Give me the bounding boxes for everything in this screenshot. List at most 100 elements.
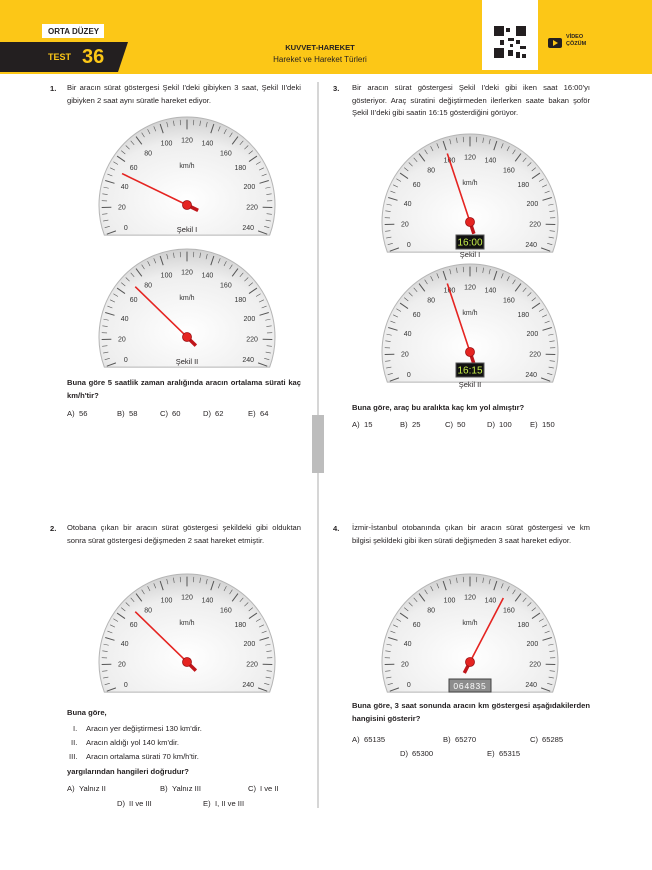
gauge-tick xyxy=(103,219,109,222)
option-text: II ve III xyxy=(129,799,152,808)
gauge-tick xyxy=(404,297,409,302)
gauge-label: 240 xyxy=(525,242,537,249)
question-text: Bir aracın sürat göstergesi Şekil I'deki… xyxy=(352,83,590,117)
gauge-tick xyxy=(393,184,399,188)
needle-hub xyxy=(182,657,192,667)
gauge-tick xyxy=(264,225,270,228)
gauge-tick xyxy=(396,308,402,312)
option-letter: E) xyxy=(248,409,256,418)
question-text: Otobana çıkan bir aracın sürat gösterges… xyxy=(67,523,301,545)
statement-numeral: III. xyxy=(69,752,78,761)
speedometer: 0 20 40 60 80 100 120 140 160 180 200 220 240 km/h xyxy=(98,573,276,693)
gauge-tick xyxy=(418,593,426,602)
statement-numeral: I. xyxy=(73,724,78,733)
gauge-tick xyxy=(141,264,145,270)
gauge-tick xyxy=(538,178,544,182)
gauge-label: 160 xyxy=(503,167,515,174)
gauge-tick xyxy=(257,362,268,367)
level: ORTA DÜZEY xyxy=(48,27,100,36)
gauge-tick xyxy=(103,676,109,679)
gauge-tick xyxy=(386,676,392,679)
gauge-tick xyxy=(239,597,244,602)
gauge-tick xyxy=(259,637,269,641)
gauge-tick xyxy=(549,210,555,212)
gauge-tick xyxy=(259,312,269,316)
gauge-label: 220 xyxy=(246,336,258,343)
gauge-tick xyxy=(488,139,491,145)
gauge-label: 140 xyxy=(485,158,497,165)
gauge-label: 80 xyxy=(427,297,435,304)
gauge-tick xyxy=(248,150,253,155)
gauge-tick xyxy=(264,357,270,360)
gauge-tick xyxy=(199,252,201,258)
option-letter: E) xyxy=(530,420,538,429)
gauge-label: 160 xyxy=(220,150,232,157)
gauge-tick xyxy=(261,305,267,309)
gauge-tick xyxy=(385,340,391,342)
gauge-label: 60 xyxy=(130,165,138,172)
gauge-tick xyxy=(116,155,126,163)
gauge-tick xyxy=(205,122,208,128)
gauge-label: 60 xyxy=(130,622,138,629)
gauge-tick xyxy=(389,247,400,252)
gauge-tick xyxy=(257,230,268,235)
gauge-tick xyxy=(548,236,554,239)
gauge-tick xyxy=(147,129,151,135)
needle-hub xyxy=(182,200,192,210)
gauge-tick xyxy=(442,140,447,151)
gauge-tick xyxy=(418,283,426,292)
question-number: 1. xyxy=(50,84,57,93)
gauge-tick xyxy=(390,190,396,194)
gauge-label: 180 xyxy=(517,312,529,319)
gauge-label: 200 xyxy=(527,641,539,648)
gauge-tick xyxy=(229,264,233,270)
gauge-tick xyxy=(442,580,447,591)
gauge-tick xyxy=(248,282,253,287)
gauge-tick xyxy=(389,377,400,382)
gauge-tick xyxy=(103,351,109,354)
gauge-tick xyxy=(531,302,541,310)
option-letter: A) xyxy=(67,784,75,793)
gauge-tick xyxy=(399,172,409,180)
gauge-label: 0 xyxy=(124,357,128,364)
gauge-label: 20 xyxy=(401,351,409,358)
gauge-label: 240 xyxy=(525,682,537,689)
gauge-tick xyxy=(102,213,108,215)
gauge-tick xyxy=(449,139,452,145)
gauge-label: 0 xyxy=(124,225,128,232)
gauge-tick xyxy=(107,305,113,309)
gauge-label: 40 xyxy=(121,184,129,191)
gauge-label: 160 xyxy=(220,282,232,289)
gauge-label: 0 xyxy=(407,682,411,689)
gauge-tick xyxy=(488,269,491,275)
gauge-tick xyxy=(102,193,108,195)
option-letter: D) xyxy=(487,420,496,429)
gauge-tick xyxy=(217,583,221,589)
gauge-label: 20 xyxy=(118,204,126,211)
gauge-tick xyxy=(430,586,434,592)
option-text: 58 xyxy=(129,409,138,418)
gauge-tick xyxy=(105,180,115,184)
figure-caption: Şekil I xyxy=(460,250,480,259)
qr-code xyxy=(494,26,526,58)
gauge-tick xyxy=(255,293,261,297)
gauge-tick xyxy=(231,136,239,145)
gauge-tick xyxy=(229,589,233,595)
gauge-tick xyxy=(266,325,272,327)
gauge-tick xyxy=(105,637,115,641)
gauge-label: 80 xyxy=(144,150,152,157)
option-text: 65285 xyxy=(542,735,564,744)
gauge-label: 40 xyxy=(404,331,412,338)
gauge-unit: km/h xyxy=(462,180,477,187)
gauge-tick xyxy=(135,593,143,602)
option-text: 100 xyxy=(499,420,512,429)
gauge-tick xyxy=(159,255,164,266)
gauge-label: 220 xyxy=(529,351,541,358)
gauge-tick xyxy=(103,643,109,646)
gauge-tick xyxy=(500,583,504,589)
gauge-tick xyxy=(522,157,527,162)
gauge-tick xyxy=(386,203,392,206)
gauge-tick xyxy=(549,670,555,672)
gauge-label: 160 xyxy=(220,607,232,614)
gauge-label: 80 xyxy=(427,167,435,174)
